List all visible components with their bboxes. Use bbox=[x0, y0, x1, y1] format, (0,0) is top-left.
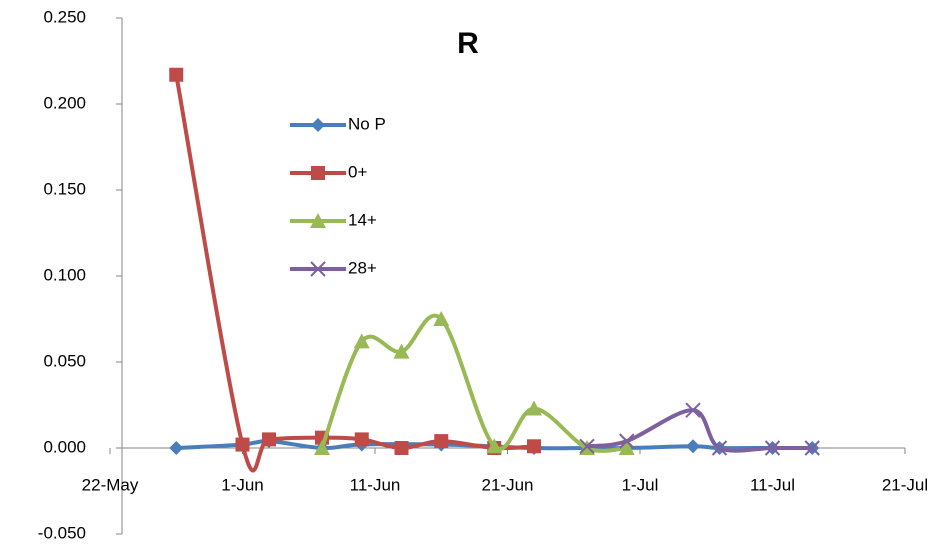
legend-label: No P bbox=[348, 114, 386, 133]
marker bbox=[314, 440, 330, 455]
marker bbox=[262, 432, 276, 447]
marker bbox=[433, 311, 450, 326]
x-tick-label: 21-Jul bbox=[882, 475, 928, 494]
marker bbox=[393, 343, 410, 359]
marker bbox=[618, 440, 635, 455]
marker bbox=[711, 440, 728, 456]
x-tick-label: 11-Jun bbox=[350, 475, 401, 494]
x-tick-label: 22-May bbox=[82, 475, 139, 494]
marker bbox=[353, 333, 370, 349]
x-tick-label: 11-Jul bbox=[750, 475, 795, 494]
series-line bbox=[320, 313, 627, 453]
marker bbox=[764, 440, 781, 456]
marker bbox=[619, 433, 635, 449]
marker bbox=[394, 441, 409, 455]
marker bbox=[579, 438, 595, 454]
y-tick-label: 0.200 bbox=[43, 93, 86, 112]
y-tick-label: 0.250 bbox=[43, 7, 86, 26]
x-tick-label: 1-Jul bbox=[622, 475, 659, 494]
y-tick-label: -0.050 bbox=[38, 523, 86, 542]
marker bbox=[354, 432, 369, 447]
marker bbox=[434, 434, 449, 449]
marker bbox=[685, 402, 701, 418]
marker bbox=[804, 440, 820, 456]
marker bbox=[310, 261, 326, 277]
marker bbox=[169, 441, 184, 455]
chart-title: R bbox=[457, 27, 479, 60]
marker bbox=[486, 438, 503, 454]
y-tick-label: 0.050 bbox=[43, 351, 86, 370]
marker bbox=[169, 67, 184, 82]
marker bbox=[311, 166, 325, 180]
legend-label: 0+ bbox=[348, 162, 367, 181]
marker bbox=[527, 439, 541, 454]
marker bbox=[235, 437, 250, 452]
marker bbox=[310, 213, 326, 228]
x-tick-label: 21-Jun bbox=[482, 475, 534, 494]
series bbox=[579, 402, 820, 456]
y-tick-label: 0.100 bbox=[43, 265, 86, 284]
series-line bbox=[586, 408, 813, 453]
marker bbox=[526, 400, 542, 416]
marker bbox=[686, 439, 700, 454]
y-tick-label: 0.150 bbox=[43, 179, 86, 198]
y-tick-label: 0.000 bbox=[43, 437, 86, 456]
x-tick-label: 1-Jun bbox=[221, 475, 264, 494]
legend-label: 14+ bbox=[348, 210, 377, 229]
marker bbox=[311, 118, 325, 132]
series bbox=[169, 67, 541, 473]
legend-label: 28+ bbox=[348, 258, 377, 277]
